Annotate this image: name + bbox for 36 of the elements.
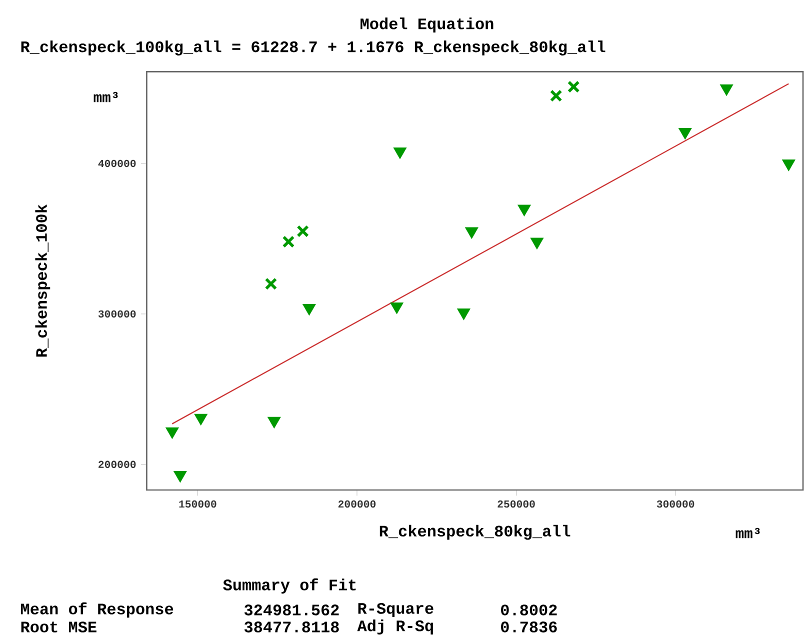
- y-tick-label: 400000: [98, 160, 136, 168]
- point: [393, 148, 407, 160]
- x-tick-label: 150000: [179, 500, 216, 508]
- text: Summary of Fit: [223, 578, 356, 594]
- text: 324981.562: [244, 604, 339, 616]
- text: 38477.8118: [244, 622, 339, 632]
- chart-title: Model Equation: [360, 18, 494, 32]
- text: mm³: [94, 92, 118, 102]
- point: [166, 427, 179, 439]
- point: [194, 414, 208, 426]
- text: 0.7836: [501, 622, 557, 632]
- x-axis-title: R_ckenspeck_80kg_all: [380, 524, 570, 540]
- point: [174, 471, 187, 483]
- point: [720, 84, 734, 96]
- point: [518, 204, 531, 216]
- x-tick-label: 300000: [656, 500, 694, 508]
- text: 0.8002: [501, 604, 557, 616]
- x-tick-label: 250000: [498, 500, 535, 508]
- text: Adj R-Sq: [357, 620, 433, 634]
- point: [678, 128, 692, 140]
- x-tick-label: 200000: [338, 500, 376, 508]
- text: Root MSE: [21, 622, 96, 632]
- point: [390, 302, 404, 314]
- y-axis-title: R_ckenspeck_100k: [35, 204, 50, 357]
- point: [302, 304, 316, 316]
- point: [457, 308, 470, 320]
- text: R-Square: [358, 602, 434, 618]
- point: [782, 160, 796, 172]
- y-tick-label: 300000: [98, 310, 136, 318]
- text: Mean of Response: [21, 602, 174, 618]
- point: [530, 238, 544, 250]
- point: [268, 416, 281, 428]
- text: mm³: [736, 528, 760, 538]
- point: [465, 227, 478, 239]
- y-tick-label: 200000: [98, 460, 136, 468]
- chart-subtitle: R_ckenspeck_100kg_all = 61228.7 + 1.1676 R_ckenspeck_80kg_all: [21, 40, 606, 56]
